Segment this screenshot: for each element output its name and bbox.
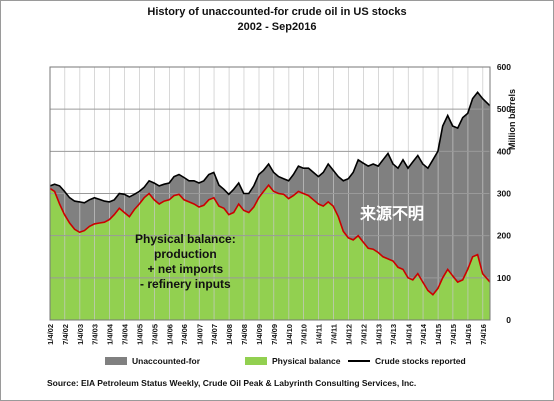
x-tick-label: 7/4/08 bbox=[240, 324, 249, 345]
x-tick-label: 1/4/03 bbox=[76, 324, 85, 345]
x-tick-label: 1/4/08 bbox=[225, 324, 234, 345]
legend-unaccounted: Unaccounted-for bbox=[105, 356, 200, 366]
y-tick-label: 300 bbox=[497, 189, 511, 199]
legend-physical: Physical balance bbox=[245, 356, 341, 366]
x-tick-label: 7/4/09 bbox=[270, 324, 279, 345]
annotation-line-2: production bbox=[154, 247, 217, 261]
x-tick-label: 7/4/05 bbox=[150, 324, 159, 345]
x-tick-label: 1/4/10 bbox=[285, 324, 294, 345]
physical-balance-annotation: Physical balance: production + net impor… bbox=[135, 232, 236, 292]
legend-label-reported: Crude stocks reported bbox=[375, 356, 466, 366]
x-tick-label: 7/4/10 bbox=[300, 324, 309, 345]
x-tick-label: 1/4/13 bbox=[374, 324, 383, 345]
x-tick-label: 7/4/11 bbox=[329, 324, 338, 344]
legend-swatch-physical bbox=[245, 357, 267, 365]
x-tick-label: 1/4/09 bbox=[255, 324, 264, 345]
x-tick-label: 1/4/14 bbox=[404, 323, 413, 345]
x-tick-label: 7/4/04 bbox=[121, 323, 130, 345]
physical-balance-area bbox=[50, 185, 490, 320]
x-tick-label: 7/4/02 bbox=[61, 324, 70, 345]
y-axis-label: Million barrels bbox=[507, 88, 517, 150]
legend-reported: Crude stocks reported bbox=[348, 356, 466, 366]
chart-subtitle: 2002 - Sep2016 bbox=[237, 21, 317, 33]
y-tick-label: 600 bbox=[497, 62, 511, 72]
x-tick-label: 1/4/16 bbox=[464, 324, 473, 345]
chart-title: History of unaccounted-for crude oil in … bbox=[147, 6, 407, 18]
legend-swatch-unaccounted bbox=[105, 357, 127, 365]
x-tick-label: 1/4/04 bbox=[106, 323, 115, 345]
x-tick-label: 7/4/16 bbox=[479, 324, 488, 345]
x-tick-label: 1/4/06 bbox=[165, 324, 174, 345]
y-tick-label: 500 bbox=[497, 104, 511, 114]
x-tick-label: 1/4/02 bbox=[46, 324, 55, 345]
x-tick-label: 7/4/13 bbox=[389, 324, 398, 345]
x-tick-label: 1/4/11 bbox=[315, 324, 324, 344]
x-tick-label: 1/4/07 bbox=[195, 324, 204, 345]
x-tick-label: 7/4/07 bbox=[210, 324, 219, 345]
x-tick-label: 7/4/12 bbox=[359, 324, 368, 345]
annotation-line-4: - refinery inputs bbox=[140, 277, 231, 291]
y-tick-label: 0 bbox=[506, 315, 511, 325]
x-tick-label: 1/4/12 bbox=[345, 324, 354, 345]
plot-border bbox=[49, 66, 491, 321]
annotation-line-3: + net imports bbox=[147, 262, 224, 276]
x-tick-label: 7/4/03 bbox=[91, 324, 100, 345]
x-tick-label: 7/4/14 bbox=[419, 323, 428, 345]
legend-swatch-reported bbox=[348, 360, 370, 362]
y-tick-label: 100 bbox=[497, 273, 511, 283]
legend-label-unaccounted: Unaccounted-for bbox=[132, 356, 200, 366]
unknown-source-annotation: 来源不明 bbox=[360, 206, 425, 223]
x-tick-label: 7/4/15 bbox=[449, 324, 458, 345]
source-note: Source: EIA Petroleum Status Weekly, Cru… bbox=[47, 378, 417, 388]
y-tick-label: 400 bbox=[497, 146, 511, 156]
y-tick-label: 200 bbox=[497, 231, 511, 241]
physical-balance-line bbox=[49, 183, 491, 296]
reported-stocks-line bbox=[49, 91, 491, 204]
legend-label-physical: Physical balance bbox=[272, 356, 341, 366]
x-tick-label: 1/4/05 bbox=[136, 324, 145, 345]
annotation-line-1: Physical balance: bbox=[135, 232, 236, 246]
x-tick-label: 1/4/15 bbox=[434, 324, 443, 345]
x-tick-label: 7/4/06 bbox=[180, 324, 189, 345]
